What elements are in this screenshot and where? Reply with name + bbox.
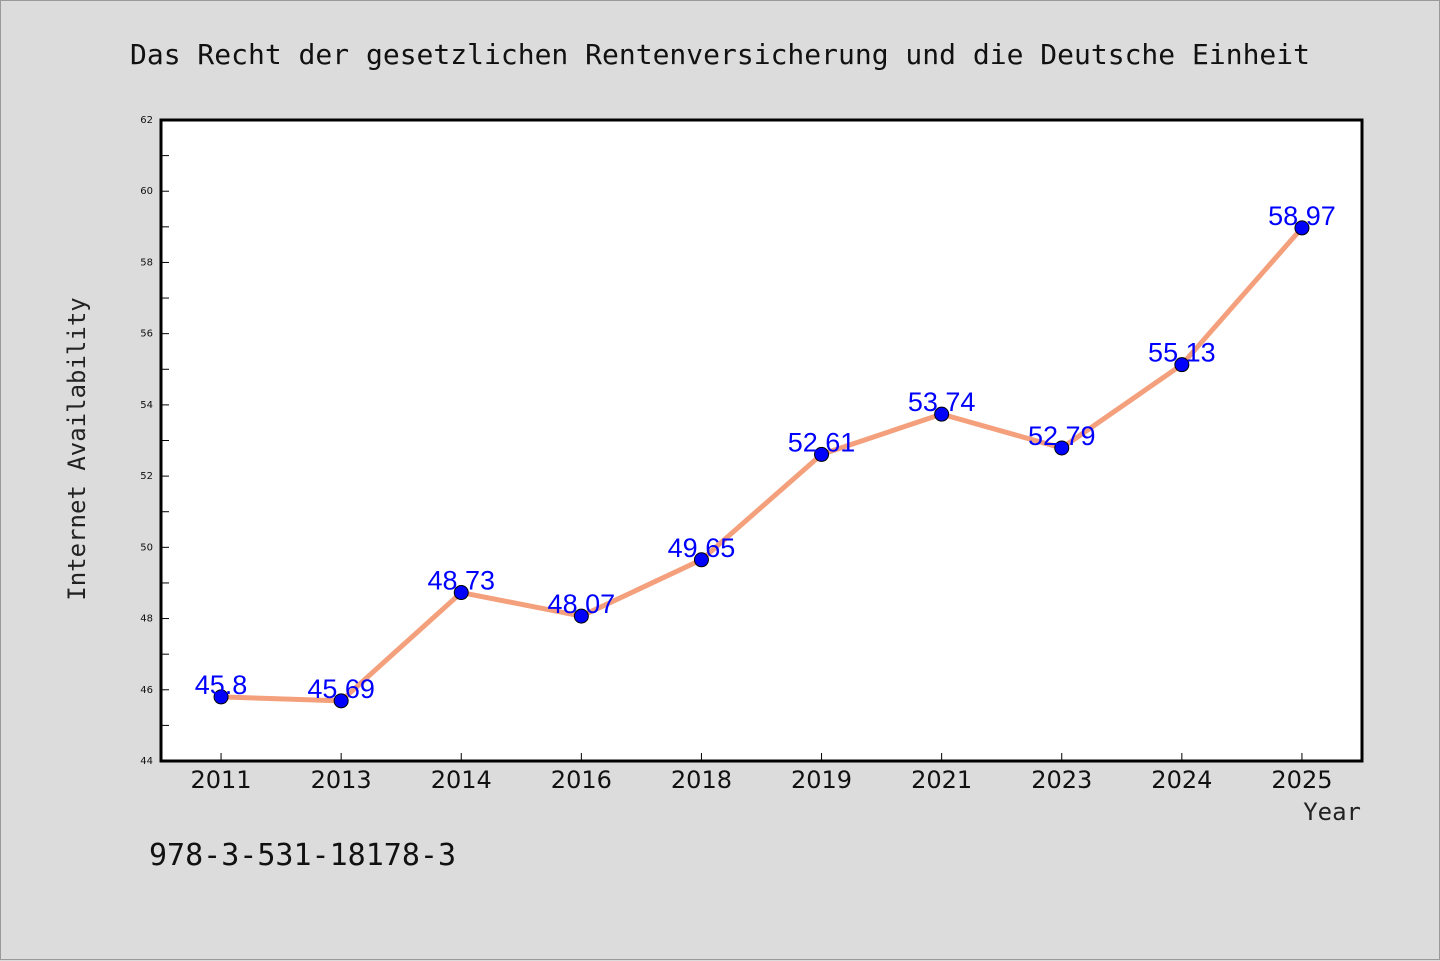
chart-title: Das Recht der gesetzlichen Rentenversich… [130,38,1310,71]
data-label: 48.07 [548,589,616,619]
data-label: 55.13 [1148,338,1216,368]
y-tick-label: 60 [140,186,153,197]
plot-area [159,118,1364,763]
data-label: 45.8 [195,670,248,700]
data-point [213,689,229,705]
y-tick-label: 62 [140,115,153,126]
data-label: 49.65 [668,533,736,563]
data-label: 58.97 [1268,201,1336,231]
data-point [453,585,469,601]
data-point [693,552,709,568]
series-layer [213,220,1310,709]
data-label: 53.74 [908,387,976,417]
x-axis-title: Year [1303,798,1361,826]
isbn-caption: 978-3-531-18178-3 [149,838,456,873]
y-tick-label: 46 [140,685,153,696]
x-tick-label: 2014 [431,766,492,794]
data-point [814,446,830,462]
data-labels: 45.8 45.69 48.73 48.07 49.65 52.61 53.74 52.79 5… [195,201,1336,704]
data-label: 52.61 [788,427,856,457]
x-tick-label: 2023 [1031,766,1092,794]
y-axis-title: Internet Availability [63,297,91,600]
data-label: 52.79 [1028,421,1096,451]
series-line [218,225,1305,704]
x-axis: 2011 2013 2014 2016 2018 2019 2021 2023 2024 2025 [191,753,1332,794]
y-tick-label: 52 [140,471,153,482]
x-tick-label: 2024 [1151,766,1212,794]
y-axis: 44 46 48 50 52 54 56 58 60 62 [140,115,169,767]
x-tick-label: 2016 [551,766,612,794]
x-tick-label: 2011 [191,766,252,794]
y-tick-label: 54 [140,400,153,411]
y-tick-label: 50 [140,542,153,553]
x-tick-label: 2021 [911,766,972,794]
data-label: 45.69 [307,674,375,704]
x-tick-label: 2018 [671,766,732,794]
y-tick-label: 44 [140,756,153,767]
x-tick-label: 2013 [311,766,372,794]
data-point [1294,220,1310,236]
y-tick-label: 58 [140,257,153,268]
data-point [1174,357,1190,373]
data-point [573,608,589,624]
x-tick-label: 2025 [1271,766,1332,794]
data-label: 48.73 [427,566,495,596]
y-tick-label: 48 [140,614,153,625]
y-tick-label: 56 [140,329,153,340]
data-point [333,693,349,709]
data-point [934,406,950,422]
x-tick-label: 2019 [791,766,852,794]
data-point [1054,440,1070,456]
